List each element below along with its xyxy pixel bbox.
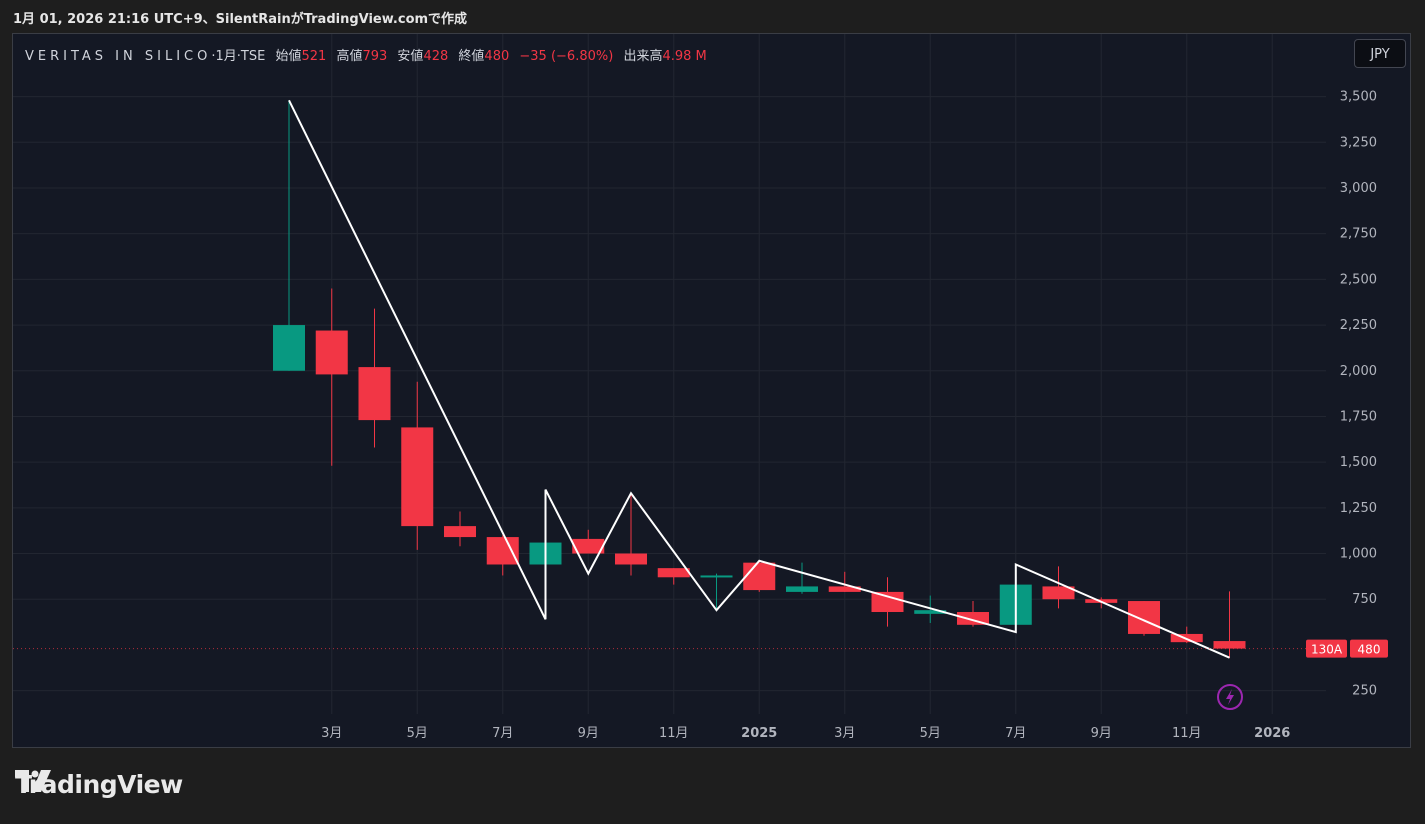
volume-value: 4.98 M [662, 49, 707, 64]
volume-label: 出来高 [623, 49, 663, 64]
candle-body [273, 325, 305, 371]
candle-body [315, 330, 348, 375]
open-value: 521 [301, 49, 327, 64]
y-tick-label: 1,750 [1340, 409, 1377, 424]
y-tick-label: 3,500 [1340, 90, 1377, 105]
x-tick-label: 5月 [407, 726, 428, 741]
close-label: 終値 [458, 49, 485, 64]
candle-body [486, 537, 519, 565]
price-chart[interactable]: 250 750 1,000 1,250 1,500 1,750 2,000 2,250 2,50… [13, 34, 1410, 747]
ticker-badge [1306, 639, 1347, 658]
tradingview-logo-icon [15, 770, 51, 792]
chart-caption: 1月 01, 2026 21:16 UTC+9、SilentRainがTradi… [13, 12, 468, 27]
candle-body [401, 427, 434, 527]
y-tick-label: 2,000 [1340, 364, 1377, 379]
y-tick-label: 1,000 [1340, 547, 1377, 562]
price-badge [1350, 639, 1388, 658]
symbol-name[interactable]: VERITAS IN SILICO [25, 49, 212, 64]
x-tick-label: 7月 [492, 726, 513, 741]
currency-button[interactable]: JPY [1354, 39, 1406, 68]
y-tick-label: 2,250 [1340, 318, 1377, 333]
y-tick-label: 250 [1352, 684, 1377, 699]
x-tick-label: 2026 [1254, 726, 1290, 741]
candle-body [828, 586, 861, 592]
ticker-badge-label: 130A [1311, 643, 1343, 657]
candle-body [444, 526, 476, 538]
close-value: 480 [484, 49, 510, 64]
candle-body [914, 610, 947, 614]
change-value: −35 (−6.80%) [519, 49, 614, 64]
open-label: 始値 [275, 49, 302, 64]
price-badge-label: 480 [1358, 643, 1381, 657]
candle-body [871, 591, 904, 613]
chart-panel[interactable]: 250 750 1,000 1,250 1,500 1,750 2,000 2,250 2,50… [12, 33, 1411, 748]
x-tick-label: 11月 [1172, 726, 1202, 741]
high-value: 793 [362, 49, 388, 64]
y-tick-label: 1,250 [1340, 501, 1377, 516]
candle-body [700, 575, 733, 578]
interval-exchange: ·1月·TSE [211, 49, 266, 64]
candle-body [1042, 586, 1075, 600]
lightning-icon[interactable] [1217, 684, 1243, 710]
x-tick-label: 9月 [578, 726, 599, 741]
x-tick-label: 5月 [920, 726, 941, 741]
y-tick-label: 750 [1352, 592, 1377, 607]
y-tick-label: 3,000 [1340, 181, 1377, 196]
low-label: 安値 [397, 49, 424, 64]
y-tick-label: 2,750 [1340, 227, 1377, 242]
x-tick-label: 7月 [1005, 726, 1026, 741]
high-label: 高値 [336, 49, 363, 64]
candle-body [743, 562, 776, 591]
y-tick-label: 1,500 [1340, 455, 1377, 470]
x-tick-label: 11月 [659, 726, 689, 741]
x-tick-label: 3月 [834, 726, 855, 741]
tradingview-brand[interactable]: TradingView [15, 770, 183, 799]
candle-body [786, 586, 818, 592]
candle-body [1213, 641, 1246, 649]
candle-body [657, 568, 690, 578]
zigzag-line [288, 99, 1230, 659]
candle-body [615, 553, 647, 565]
y-tick-label: 2,500 [1340, 272, 1377, 287]
x-tick-label: 2025 [741, 726, 777, 741]
candle-body [572, 538, 605, 554]
ohlc-legend: VERITAS IN SILICO·1月·TSE 始値521 高値793 安値4… [25, 45, 707, 64]
y-tick-label: 3,250 [1340, 135, 1377, 150]
low-value: 428 [423, 49, 449, 64]
x-tick-label: 9月 [1091, 726, 1112, 741]
candle-body [1128, 601, 1160, 634]
candle-body [358, 367, 391, 421]
x-tick-label: 3月 [321, 726, 342, 741]
